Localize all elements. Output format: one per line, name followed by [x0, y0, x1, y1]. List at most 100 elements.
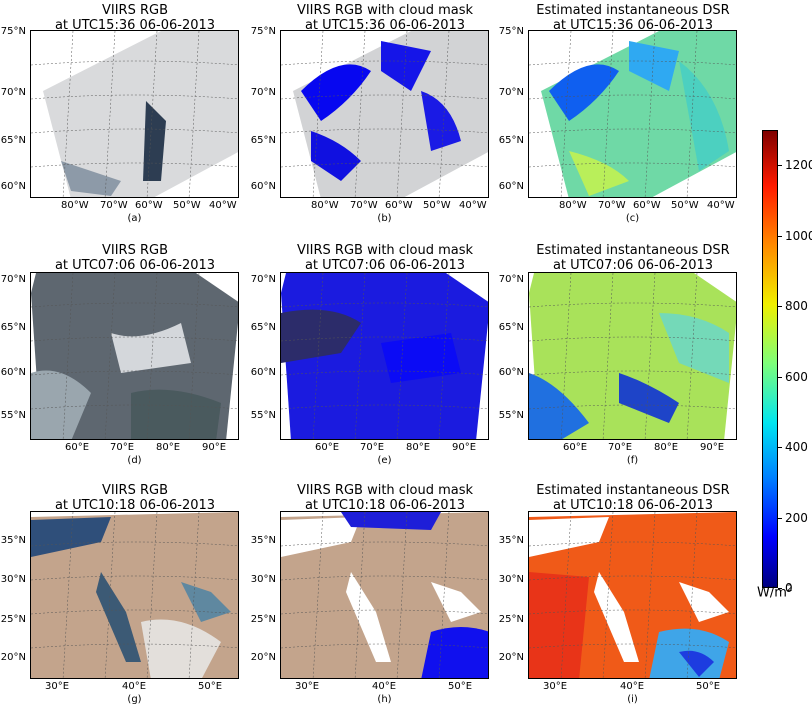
lat-tick-label: 35°N — [0, 535, 26, 546]
panel-title-line-2: at UTC10:18 06-06-2013 — [552, 498, 714, 513]
lon-tick-label: 90°E — [202, 442, 227, 453]
lat-tick-label: 60°N — [498, 181, 524, 192]
panel-label: (g) — [127, 694, 142, 705]
panel-title-line-2: at UTC15:36 06-06-2013 — [304, 18, 466, 33]
panel-title-line-1: VIIRS RGB with cloud mask — [296, 3, 474, 18]
lat-tick-label: 70°N — [498, 274, 524, 285]
lon-tick-label: 60°W — [135, 200, 163, 211]
panel-title: Estimated instantaneous DSR at UTC15:36 0… — [518, 3, 748, 33]
colorbar-tick-mark — [778, 517, 782, 519]
lon-tick-label: 80°W — [311, 200, 339, 211]
map-panel-mask-arctic — [280, 30, 489, 198]
colorbar-tick-mark — [778, 588, 782, 589]
panel-title-line-2: at UTC07:06 06-06-2013 — [304, 258, 466, 273]
panel-title: VIIRS RGB at UTC15:36 06-06-2013 — [20, 3, 250, 33]
map-image — [31, 273, 238, 439]
lon-tick-label: 50°W — [423, 200, 451, 211]
lat-tick-label: 65°N — [250, 322, 276, 333]
lat-tick-label: 70°N — [0, 274, 26, 285]
lon-tick-label: 60°E — [65, 442, 90, 453]
lat-tick-label: 30°N — [250, 574, 276, 585]
panel-label: (b) — [377, 213, 392, 224]
lat-tick-label: 25°N — [498, 614, 524, 625]
lon-tick-label: 60°E — [563, 442, 588, 453]
colorbar-tick-mark — [778, 306, 782, 308]
map-panel-dsr-siberia — [528, 272, 737, 440]
lon-tick-label: 40°E — [372, 681, 397, 692]
lat-tick-label: 60°N — [0, 181, 26, 192]
lat-tick-label: 35°N — [498, 535, 524, 546]
colorbar — [762, 130, 778, 588]
colorbar-tick-label: 1000 — [785, 228, 812, 243]
map-panel-mask-siberia — [280, 272, 489, 440]
lat-tick-label: 20°N — [250, 652, 276, 663]
colorbar-tick-label: 800 — [785, 299, 808, 314]
map-image — [529, 512, 736, 678]
lon-tick-label: 90°E — [700, 442, 725, 453]
panel-title-line-2: at UTC10:18 06-06-2013 — [304, 498, 466, 513]
panel-title: VIIRS RGB with cloud mask at UTC07:06 06-… — [270, 243, 500, 273]
lat-tick-label: 30°N — [0, 574, 26, 585]
lon-tick-label: 50°E — [696, 681, 721, 692]
lon-tick-label: 80°W — [61, 200, 89, 211]
lat-tick-label: 70°N — [250, 274, 276, 285]
panel-label: (e) — [377, 455, 392, 466]
colorbar-unit: W/m2 — [757, 584, 793, 601]
lon-tick-label: 80°E — [654, 442, 679, 453]
colorbar-tick-mark — [778, 447, 782, 449]
lon-tick-label: 30°E — [295, 681, 320, 692]
lon-tick-label: 30°E — [543, 681, 568, 692]
lon-tick-label: 70°W — [350, 200, 378, 211]
panel-label: (f) — [626, 455, 639, 466]
lon-tick-label: 70°W — [100, 200, 128, 211]
colorbar-tick-label: 200 — [785, 510, 808, 525]
panel-label: (c) — [625, 213, 640, 224]
panel-title-line-2: at UTC10:18 06-06-2013 — [54, 498, 216, 513]
lon-tick-label: 50°W — [173, 200, 201, 211]
map-panel-mask-mideast — [280, 511, 489, 679]
colorbar-tick-mark — [778, 376, 782, 378]
lon-tick-label: 70°E — [360, 442, 385, 453]
panel-title-line-1: VIIRS RGB with cloud mask — [296, 483, 474, 498]
map-panel-dsr-mideast — [528, 511, 737, 679]
lon-tick-label: 40°W — [459, 200, 487, 211]
map-image — [281, 512, 488, 678]
panel-title-line-2: at UTC15:36 06-06-2013 — [54, 18, 216, 33]
panel-label: (i) — [627, 694, 638, 705]
panel-title-line-1: VIIRS RGB — [101, 483, 168, 498]
map-panel-rgb-arctic — [30, 30, 239, 198]
panel-title-line-1: Estimated instantaneous DSR — [536, 483, 730, 498]
lon-tick-label: 40°W — [209, 200, 237, 211]
panel-title-line-1: Estimated instantaneous DSR — [536, 3, 730, 18]
lat-tick-label: 30°N — [498, 574, 524, 585]
map-image — [529, 31, 736, 197]
panel-title: Estimated instantaneous DSR at UTC07:06 0… — [518, 243, 748, 273]
panel-title: VIIRS RGB with cloud mask at UTC15:36 06-… — [270, 3, 500, 33]
lon-tick-label: 80°E — [156, 442, 181, 453]
lat-tick-label: 65°N — [498, 322, 524, 333]
lon-tick-label: 30°E — [45, 681, 70, 692]
lat-tick-label: 25°N — [250, 614, 276, 625]
colorbar-tick-label: 0 — [785, 581, 793, 595]
lon-tick-label: 40°E — [122, 681, 147, 692]
lon-tick-label: 40°W — [707, 200, 735, 211]
lon-tick-label: 60°W — [385, 200, 413, 211]
panel-title-line-1: Estimated instantaneous DSR — [536, 243, 730, 258]
lat-tick-label: 65°N — [0, 322, 26, 333]
panel-title-line-1: VIIRS RGB with cloud mask — [296, 243, 474, 258]
map-panel-rgb-mideast — [30, 511, 239, 679]
panel-title: Estimated instantaneous DSR at UTC10:18 0… — [518, 483, 748, 513]
colorbar-tick-mark — [778, 235, 782, 237]
lon-tick-label: 60°W — [633, 200, 661, 211]
colorbar-tick-label: 1200 — [785, 158, 812, 173]
lat-tick-label: 55°N — [0, 410, 26, 421]
map-image — [31, 512, 238, 678]
lat-tick-label: 65°N — [0, 135, 26, 146]
lon-tick-label: 80°E — [406, 442, 431, 453]
lat-tick-label: 70°N — [250, 87, 276, 98]
lat-tick-label: 60°N — [498, 367, 524, 378]
panel-title: VIIRS RGB with cloud mask at UTC10:18 06-… — [270, 483, 500, 513]
lat-tick-label: 55°N — [498, 410, 524, 421]
lon-tick-label: 40°E — [620, 681, 645, 692]
panel-title: VIIRS RGB at UTC10:18 06-06-2013 — [20, 483, 250, 513]
